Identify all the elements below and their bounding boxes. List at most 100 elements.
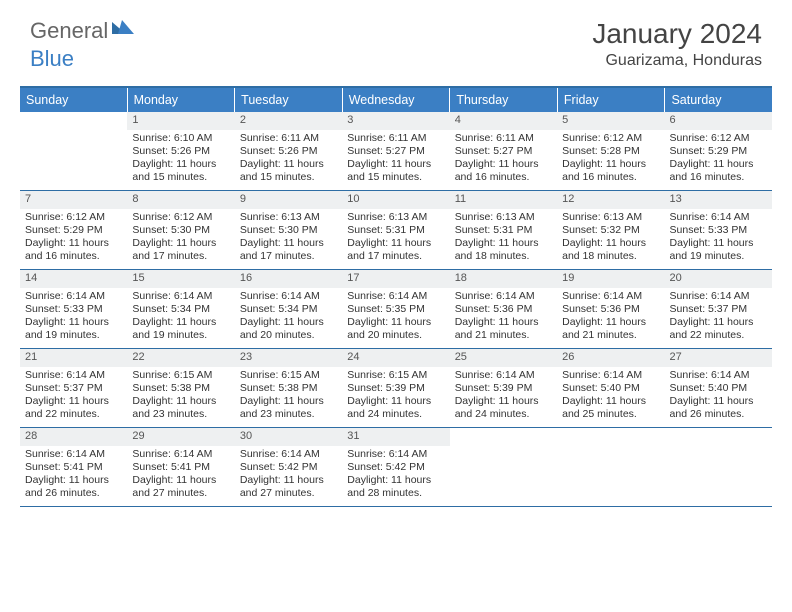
day-cell-body: Sunrise: 6:14 AMSunset: 5:40 PMDaylight:… — [557, 367, 664, 426]
location-label: Guarizama, Honduras — [592, 52, 762, 70]
day-cell-body: Sunrise: 6:11 AMSunset: 5:27 PMDaylight:… — [342, 130, 449, 189]
daylight-line: Daylight: 11 hours and 17 minutes. — [240, 237, 337, 263]
day-number: 3 — [342, 112, 449, 130]
day-cell-body: Sunrise: 6:14 AMSunset: 5:34 PMDaylight:… — [127, 288, 234, 347]
day-number: 9 — [235, 191, 342, 209]
day-cell: 1Sunrise: 6:10 AMSunset: 5:26 PMDaylight… — [127, 112, 234, 190]
sunrise-line: Sunrise: 6:10 AM — [132, 132, 229, 145]
day-cell-body: Sunrise: 6:14 AMSunset: 5:40 PMDaylight:… — [665, 367, 772, 426]
sunrise-line: Sunrise: 6:14 AM — [240, 448, 337, 461]
day-cell-body: Sunrise: 6:15 AMSunset: 5:39 PMDaylight:… — [342, 367, 449, 426]
day-cell — [20, 112, 127, 190]
sunset-line: Sunset: 5:36 PM — [455, 303, 552, 316]
day-cell-body: Sunrise: 6:13 AMSunset: 5:31 PMDaylight:… — [342, 209, 449, 268]
day-cell-body: Sunrise: 6:13 AMSunset: 5:30 PMDaylight:… — [235, 209, 342, 268]
sunset-line: Sunset: 5:34 PM — [240, 303, 337, 316]
day-header: Wednesday — [343, 88, 451, 112]
daylight-line: Daylight: 11 hours and 15 minutes. — [132, 158, 229, 184]
sunset-line: Sunset: 5:36 PM — [562, 303, 659, 316]
day-cell: 24Sunrise: 6:15 AMSunset: 5:39 PMDayligh… — [342, 349, 449, 427]
day-cell: 17Sunrise: 6:14 AMSunset: 5:35 PMDayligh… — [342, 270, 449, 348]
day-cell-body: Sunrise: 6:12 AMSunset: 5:29 PMDaylight:… — [665, 130, 772, 189]
day-cell-body: Sunrise: 6:14 AMSunset: 5:41 PMDaylight:… — [127, 446, 234, 505]
day-cell-body: Sunrise: 6:14 AMSunset: 5:37 PMDaylight:… — [665, 288, 772, 347]
daylight-line: Daylight: 11 hours and 17 minutes. — [347, 237, 444, 263]
daylight-line: Daylight: 11 hours and 20 minutes. — [240, 316, 337, 342]
daylight-line: Daylight: 11 hours and 26 minutes. — [25, 474, 122, 500]
day-cell: 2Sunrise: 6:11 AMSunset: 5:26 PMDaylight… — [235, 112, 342, 190]
calendar-table: SundayMondayTuesdayWednesdayThursdayFrid… — [20, 86, 772, 507]
sunset-line: Sunset: 5:41 PM — [25, 461, 122, 474]
sunset-line: Sunset: 5:38 PM — [240, 382, 337, 395]
sunset-line: Sunset: 5:28 PM — [562, 145, 659, 158]
day-cell: 13Sunrise: 6:14 AMSunset: 5:33 PMDayligh… — [665, 191, 772, 269]
sunrise-line: Sunrise: 6:13 AM — [240, 211, 337, 224]
daylight-line: Daylight: 11 hours and 24 minutes. — [347, 395, 444, 421]
week-row: 1 Sunrise: 6:10 AM Sunset: 5:26 PM Daylight… — [20, 112, 772, 191]
sunset-line: Sunset: 5:37 PM — [670, 303, 767, 316]
day-cell: 30Sunrise: 6:14 AMSunset: 5:42 PMDayligh… — [235, 428, 342, 506]
day-cell-body: Sunrise: 6:11 AMSunset: 5:26 PMDaylight:… — [235, 130, 342, 189]
day-number: 10 — [342, 191, 449, 209]
daylight-line: Daylight: 11 hours and 27 minutes. — [132, 474, 229, 500]
day-cell-body: Sunrise: 6:14 AMSunset: 5:41 PMDaylight:… — [20, 446, 127, 505]
day-number: 31 — [342, 428, 449, 446]
day-number: 14 — [20, 270, 127, 288]
weeks-container: 1 Sunrise: 6:10 AM Sunset: 5:26 PM Daylight… — [20, 112, 772, 507]
sunrise-line: Sunrise: 6:14 AM — [25, 448, 122, 461]
day-cell: 11Sunrise: 6:13 AMSunset: 5:31 PMDayligh… — [450, 191, 557, 269]
sunset-line: Sunset: 5:29 PM — [670, 145, 767, 158]
sunset-line: Sunset: 5:26 PM — [240, 145, 337, 158]
day-cell: 8Sunrise: 6:12 AMSunset: 5:30 PMDaylight… — [127, 191, 234, 269]
day-cell: 23Sunrise: 6:15 AMSunset: 5:38 PMDayligh… — [235, 349, 342, 427]
day-number: 19 — [557, 270, 664, 288]
sunset-line: Sunset: 5:42 PM — [347, 461, 444, 474]
week-row: 28Sunrise: 6:14 AMSunset: 5:41 PMDayligh… — [20, 428, 772, 507]
day-number: 20 — [665, 270, 772, 288]
sunrise-line: Sunrise: 6:15 AM — [132, 369, 229, 382]
brand-triangle-icon — [112, 18, 134, 39]
day-header: Saturday — [665, 88, 772, 112]
day-number: 28 — [20, 428, 127, 446]
day-cell: 4Sunrise: 6:11 AMSunset: 5:27 PMDaylight… — [450, 112, 557, 190]
day-number: 6 — [665, 112, 772, 130]
title-block: January 2024 Guarizama, Honduras — [592, 18, 762, 70]
day-number: 7 — [20, 191, 127, 209]
daylight-line: Daylight: 11 hours and 23 minutes. — [132, 395, 229, 421]
sunrise-line: Sunrise: 6:14 AM — [347, 448, 444, 461]
day-cell-body: Sunrise: 6:14 AMSunset: 5:33 PMDaylight:… — [665, 209, 772, 268]
day-number: 26 — [557, 349, 664, 367]
day-number — [450, 428, 557, 445]
day-number: 16 — [235, 270, 342, 288]
day-number: 27 — [665, 349, 772, 367]
day-cell: 28Sunrise: 6:14 AMSunset: 5:41 PMDayligh… — [20, 428, 127, 506]
day-cell-body: Sunrise: 6:14 AMSunset: 5:35 PMDaylight:… — [342, 288, 449, 347]
sunset-line: Sunset: 5:37 PM — [25, 382, 122, 395]
day-cell-body: Sunrise: 6:14 AMSunset: 5:39 PMDaylight:… — [450, 367, 557, 426]
sunrise-line: Sunrise: 6:14 AM — [347, 290, 444, 303]
sunset-line: Sunset: 5:42 PM — [240, 461, 337, 474]
day-number: 5 — [557, 112, 664, 130]
day-number: 29 — [127, 428, 234, 446]
sunrise-line: Sunrise: 6:11 AM — [240, 132, 337, 145]
day-cell: 19Sunrise: 6:14 AMSunset: 5:36 PMDayligh… — [557, 270, 664, 348]
sunset-line: Sunset: 5:39 PM — [347, 382, 444, 395]
daylight-line: Daylight: 11 hours and 16 minutes. — [455, 158, 552, 184]
day-cell: 26Sunrise: 6:14 AMSunset: 5:40 PMDayligh… — [557, 349, 664, 427]
day-cell: 25Sunrise: 6:14 AMSunset: 5:39 PMDayligh… — [450, 349, 557, 427]
sunrise-line: Sunrise: 6:14 AM — [25, 369, 122, 382]
day-cell — [665, 428, 772, 506]
brand-logo: General — [30, 18, 136, 44]
sunrise-line: Sunrise: 6:14 AM — [670, 211, 767, 224]
sunset-line: Sunset: 5:40 PM — [670, 382, 767, 395]
sunrise-line: Sunrise: 6:15 AM — [240, 369, 337, 382]
day-cell-body: Sunrise: 6:15 AMSunset: 5:38 PMDaylight:… — [127, 367, 234, 426]
day-cell-body: Sunrise: 6:14 AMSunset: 5:33 PMDaylight:… — [20, 288, 127, 347]
day-number: 1 — [127, 112, 234, 130]
sunrise-line: Sunrise: 6:11 AM — [347, 132, 444, 145]
sunset-line: Sunset: 5:40 PM — [562, 382, 659, 395]
day-number: 8 — [127, 191, 234, 209]
daylight-line: Daylight: 11 hours and 25 minutes. — [562, 395, 659, 421]
sunset-line: Sunset: 5:29 PM — [25, 224, 122, 237]
sunrise-line: Sunrise: 6:15 AM — [347, 369, 444, 382]
